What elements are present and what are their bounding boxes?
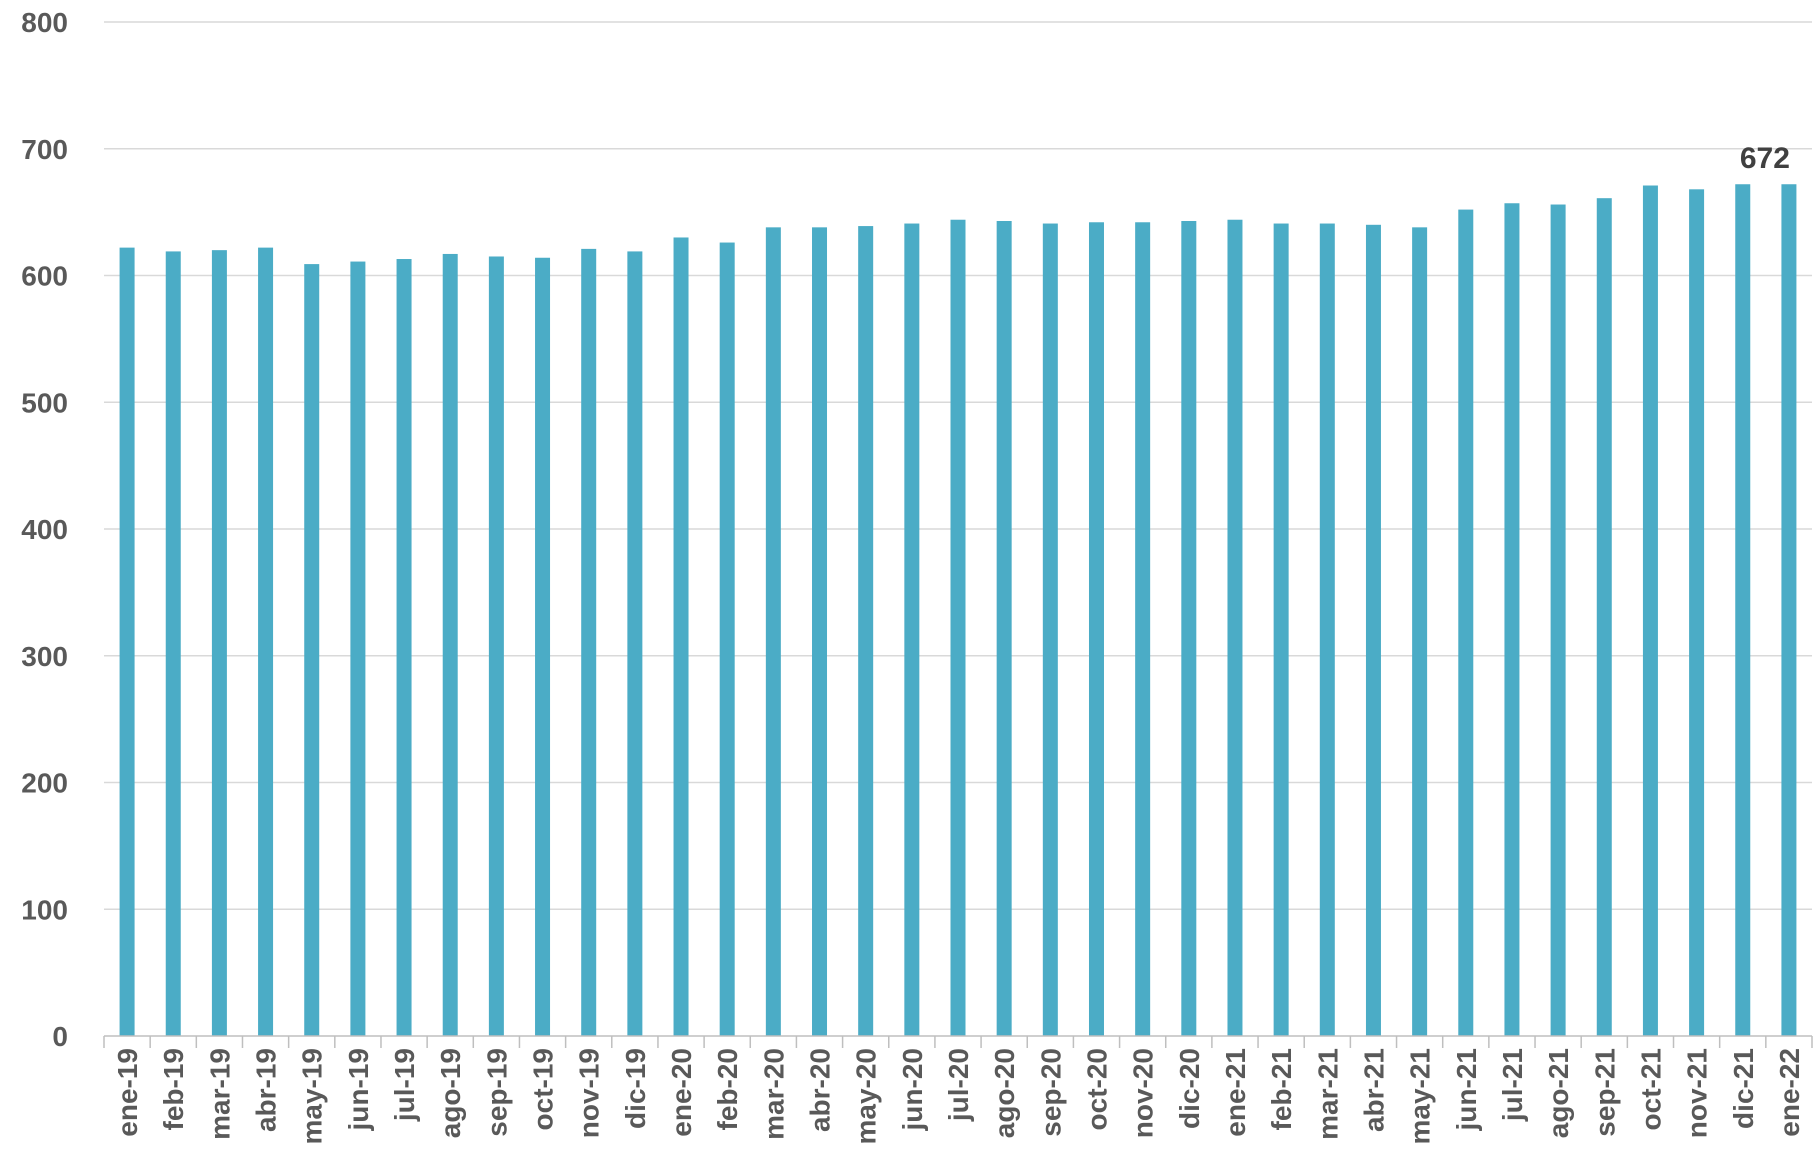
x-tick-label: ene-20 (666, 1048, 697, 1137)
x-tick-label: feb-21 (1266, 1048, 1297, 1130)
x-axis (103, 1035, 1813, 1048)
y-tick-label: 0 (52, 1021, 68, 1052)
x-tick-label: oct-21 (1635, 1048, 1666, 1130)
x-tick-label: abr-19 (251, 1048, 282, 1132)
x-tick-label: sep-19 (481, 1048, 512, 1137)
bar (1781, 184, 1797, 1037)
bar (1273, 223, 1289, 1037)
bar (1642, 185, 1658, 1036)
bar (1227, 219, 1243, 1037)
x-tick-label: nov-20 (1128, 1048, 1159, 1138)
bar (1088, 222, 1104, 1036)
bar (812, 227, 828, 1036)
y-tick-label: 500 (21, 387, 68, 418)
x-tick-label: mar-19 (204, 1048, 235, 1140)
bar (1550, 204, 1566, 1036)
bar (765, 227, 781, 1036)
y-tick-label: 300 (21, 641, 68, 672)
bar (350, 261, 366, 1036)
bar (719, 242, 735, 1037)
x-tick-label: ago-19 (435, 1048, 466, 1138)
x-tick-label: sep-20 (1035, 1048, 1066, 1137)
y-tick-label: 400 (21, 514, 68, 545)
bar (1596, 198, 1612, 1036)
x-tick-label: ene-19 (112, 1048, 143, 1137)
x-tick-label: jun-21 (1451, 1048, 1482, 1131)
x-tick-label: abr-20 (805, 1048, 836, 1132)
bar (165, 251, 181, 1037)
bar (442, 253, 458, 1036)
x-tick-label: jun-20 (897, 1048, 928, 1131)
bar (488, 256, 504, 1036)
x-axis-ticks: ene-19 feb-19 mar-19 abr-19 may-19 jun-19 jul-… (112, 1048, 1805, 1145)
x-tick-label: oct-19 (528, 1048, 559, 1130)
x-tick-label: mar-21 (1312, 1048, 1343, 1140)
x-tick-label: may-21 (1405, 1048, 1436, 1145)
x-tick-label: jun-19 (343, 1048, 374, 1131)
y-axis-ticks: 0 100 200 300 400 500 600 700 800 (21, 7, 68, 1052)
bar (581, 248, 597, 1036)
y-tick-label: 600 (21, 261, 68, 292)
bar (1412, 227, 1428, 1036)
x-tick-label: dic-20 (1174, 1048, 1205, 1129)
bar (119, 247, 135, 1037)
bar (1689, 189, 1705, 1036)
x-tick-label: jul-19 (389, 1048, 420, 1122)
bar (1365, 224, 1381, 1037)
bar (904, 223, 920, 1037)
x-tick-label: ene-21 (1220, 1048, 1251, 1137)
bars (119, 184, 1797, 1037)
bar (396, 259, 412, 1037)
x-tick-label: nov-19 (574, 1048, 605, 1138)
bar (1735, 184, 1751, 1037)
x-tick-label: feb-20 (712, 1048, 743, 1130)
bar (627, 251, 643, 1037)
bar (1458, 209, 1474, 1037)
x-tick-label: ago-20 (989, 1048, 1020, 1138)
bar (1319, 223, 1335, 1037)
x-tick-label: jul-21 (1497, 1048, 1528, 1122)
bar (1504, 203, 1520, 1036)
x-tick-label: ago-21 (1543, 1048, 1574, 1138)
y-tick-label: 700 (21, 134, 68, 165)
bar (1181, 220, 1197, 1036)
bar (950, 219, 966, 1037)
x-tick-label: oct-20 (1081, 1048, 1112, 1130)
x-tick-label: sep-21 (1589, 1048, 1620, 1137)
bar (1135, 222, 1151, 1036)
y-tick-label: 800 (21, 7, 68, 38)
bar (1042, 223, 1058, 1037)
bar (858, 226, 874, 1036)
x-tick-label: nov-21 (1682, 1048, 1713, 1138)
bar (535, 257, 551, 1036)
y-tick-label: 200 (21, 768, 68, 799)
x-tick-label: dic-19 (620, 1048, 651, 1129)
x-tick-label: jul-20 (943, 1048, 974, 1122)
x-tick-label: abr-21 (1358, 1048, 1389, 1132)
bar (996, 220, 1012, 1036)
data-label: 672 (1740, 142, 1790, 175)
x-tick-label: ene-22 (1774, 1048, 1805, 1137)
x-tick-label: dic-21 (1728, 1048, 1759, 1129)
x-tick-label: may-20 (851, 1048, 882, 1145)
bar (673, 237, 689, 1037)
bar (211, 250, 227, 1036)
x-tick-label: feb-19 (158, 1048, 189, 1130)
x-tick-label: may-19 (297, 1048, 328, 1145)
bar (304, 264, 320, 1036)
y-tick-label: 100 (21, 894, 68, 925)
data-labels: 672 (1740, 142, 1790, 175)
x-tick-label: mar-20 (758, 1048, 789, 1140)
bar (258, 247, 274, 1037)
